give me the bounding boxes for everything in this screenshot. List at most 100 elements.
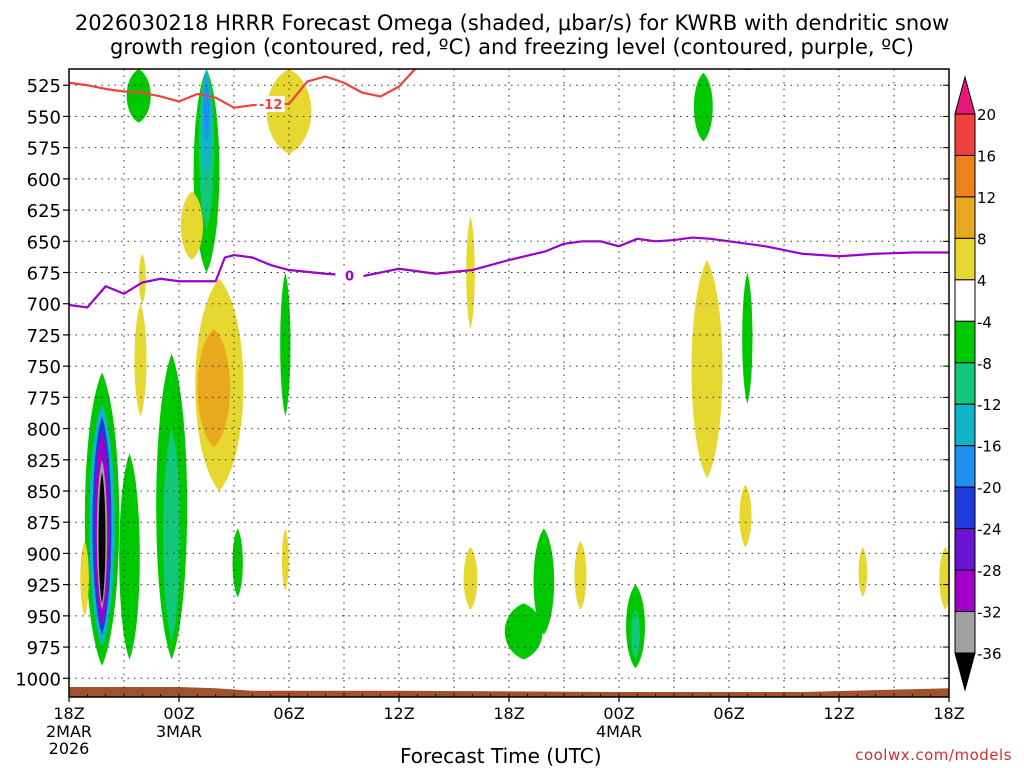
omega-region-9 [163, 428, 181, 641]
chart-title-line-1: 2026030218 HRRR Forecast Omega (shaded, … [74, 11, 950, 35]
x-tick-sublabel-0-1: 2026 [49, 739, 90, 758]
colorbar-label-9: -20 [977, 479, 1002, 497]
colorbar-bin-6 [954, 320, 976, 364]
colorbar-bin-13 [954, 611, 976, 654]
colorbar-label-11: -28 [977, 562, 1002, 580]
colorbar-label-0: 20 [977, 106, 996, 124]
y-tick-label-750: 750 [27, 357, 61, 378]
y-tick-label-850: 850 [27, 482, 61, 503]
colorbar-bin-12 [954, 569, 976, 613]
colorbar-label-5: -4 [977, 313, 992, 331]
contour-label-1: 0 [345, 269, 354, 284]
omega-region-26 [533, 528, 555, 635]
colorbar-bin-11 [954, 528, 976, 571]
x-tick-sublabel-30-0: 4MAR [596, 722, 642, 741]
omega-region-31 [693, 72, 713, 142]
colorbar-bin-5 [954, 279, 976, 322]
omega-region-32 [691, 260, 723, 479]
contour-line-0 [69, 69, 764, 109]
omega-region-34 [739, 484, 752, 548]
omega-region-11 [138, 253, 146, 304]
colorbar-label-2: 12 [977, 189, 996, 207]
y-tick-label-650: 650 [27, 232, 61, 253]
y-tick-label-700: 700 [27, 295, 61, 316]
y-tick-label-875: 875 [27, 513, 61, 534]
x-tick-label-42: 12Z [823, 704, 854, 723]
colorbar-bin-4 [954, 237, 976, 281]
colorbar-bin-0 [954, 75, 976, 115]
x-tick-sublabel-6-0: 3MAR [156, 722, 202, 741]
omega-region-24 [466, 216, 475, 329]
colorbar-bin-14 [954, 652, 976, 692]
colorbar-bin-1 [954, 113, 976, 156]
colorbar-label-10: -24 [977, 521, 1002, 539]
x-tick-label-48: 18Z [933, 704, 964, 723]
y-tick-label-600: 600 [27, 170, 61, 191]
omega-region-12 [126, 69, 151, 123]
colorbar-bin-10 [954, 486, 976, 530]
omega-region-36 [939, 547, 949, 610]
x-tick-label-24: 18Z [493, 704, 524, 723]
colorbar-label-6: -8 [977, 355, 992, 373]
y-tick-label-775: 775 [27, 388, 61, 409]
x-tick-sublabel-0-0: 2MAR [46, 722, 92, 741]
colorbar-bin-2 [954, 154, 976, 198]
y-tick-label-800: 800 [27, 420, 61, 441]
colorbar-bin-3 [954, 196, 976, 239]
contour-lines: -12 0 [69, 69, 949, 309]
contour-line-1 [69, 236, 949, 309]
y-tick-label-725: 725 [27, 326, 61, 347]
x-tick-label-30: 00Z [603, 704, 634, 723]
omega-shading [80, 69, 949, 669]
colorbar-label-3: 8 [977, 230, 987, 248]
colorbar-label-4: 4 [977, 272, 987, 290]
colorbar-label-8: -16 [977, 438, 1002, 456]
x-tick-label-18: 12Z [383, 704, 414, 723]
omega-region-22 [232, 528, 243, 598]
y-tick-label-675: 675 [27, 264, 61, 285]
omega-region-25 [463, 547, 478, 610]
y-tick-label-900: 900 [27, 544, 61, 565]
y-tick-label-625: 625 [27, 201, 61, 222]
omega-region-19 [197, 328, 231, 448]
y-tick-label-825: 825 [27, 451, 61, 472]
colorbar-bin-9 [954, 445, 976, 488]
y-tick-label-550: 550 [27, 107, 61, 128]
colorbar-bin-7 [954, 362, 976, 405]
colorbar-bin-8 [954, 403, 976, 447]
chart-title-line-2: growth region (contoured, red, ºC) and f… [110, 35, 914, 59]
omega-region-28 [574, 540, 587, 610]
y-tick-label-1000: 1000 [15, 669, 61, 690]
omega-region-5 [98, 472, 106, 604]
x-tick-label-6: 00Z [163, 704, 194, 723]
colorbar-label-7: -12 [977, 396, 1002, 414]
colorbar-label-13: -36 [977, 645, 1002, 663]
omega-region-23 [281, 528, 289, 591]
omega-region-17 [180, 191, 204, 261]
omega-region-35 [858, 547, 868, 598]
y-tick-label-925: 925 [27, 576, 61, 597]
colorbar-label-12: -32 [977, 604, 1002, 622]
omega-region-21 [280, 272, 291, 417]
omega-region-6 [80, 540, 89, 616]
contour-label-bg-1 [335, 267, 364, 284]
contour-label-bg-0 [256, 95, 285, 112]
x-tick-label-0: 18Z [53, 704, 84, 723]
omega-region-27 [504, 603, 543, 660]
y-tick-label-575: 575 [27, 139, 61, 160]
omega-region-30 [631, 609, 640, 660]
x-axis-label: Forecast Time (UTC) [400, 744, 602, 768]
y-axis: 525 550 575 600 625 650 675 700 725 750 775 800 825 8… [15, 76, 949, 690]
colorbar-label-1: 16 [977, 147, 996, 165]
y-tick-label-950: 950 [27, 607, 61, 628]
y-tick-label-975: 975 [27, 638, 61, 659]
omega-colorbar: 20 16 12 8 4 -4 -8 -12 -16 -20 -24 -28 -32 -36 [954, 75, 1002, 692]
x-tick-label-36: 06Z [713, 704, 744, 723]
site-credit: coolwx.com/models [855, 746, 1012, 764]
contour-label-0: -12 [259, 98, 283, 113]
omega-region-10 [134, 303, 147, 417]
y-tick-label-525: 525 [27, 76, 61, 97]
x-tick-label-12: 06Z [273, 704, 304, 723]
